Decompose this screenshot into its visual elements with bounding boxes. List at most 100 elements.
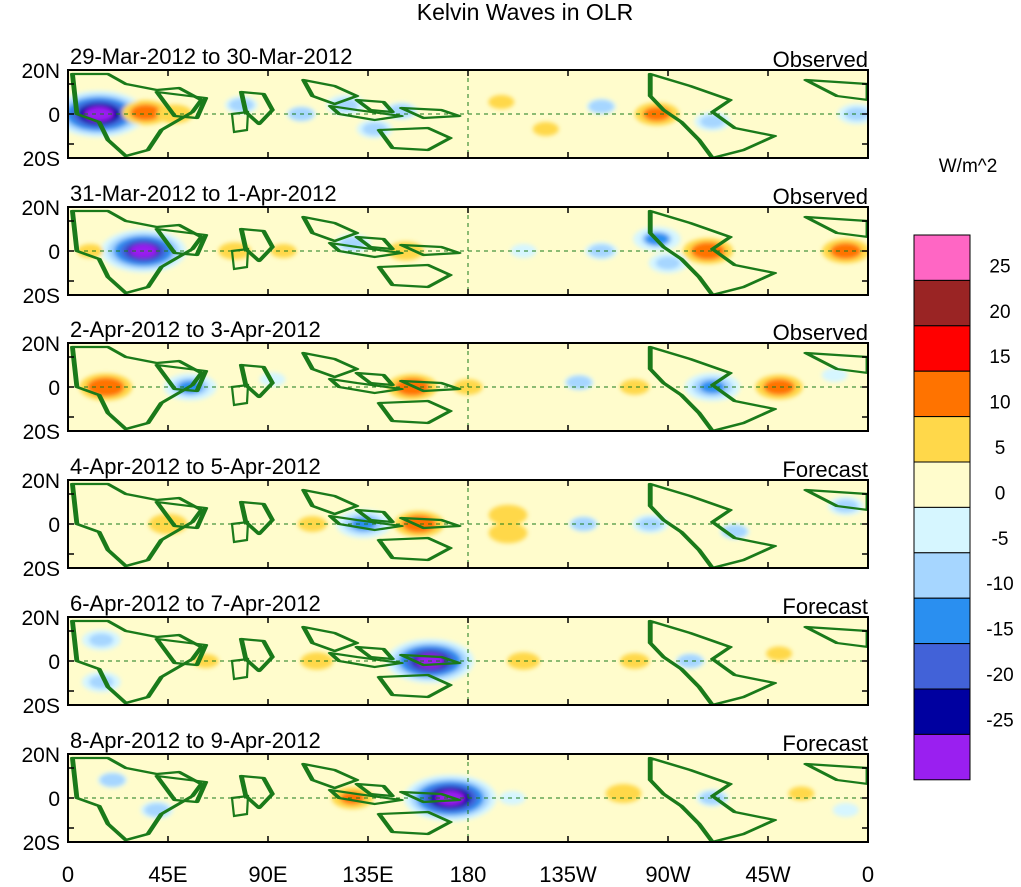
- panel-status-label: Observed: [773, 320, 868, 345]
- anomaly-blob-4-level-2: [270, 244, 297, 258]
- colorbar-swatch: [913, 325, 971, 372]
- x-tick-label: 0: [62, 862, 74, 887]
- coastline-5: [327, 788, 404, 806]
- coastline-8: [376, 810, 453, 836]
- coastline-9: [647, 209, 778, 295]
- anomaly-blob-5-level-2: [499, 791, 526, 805]
- y-tick-label: 0: [48, 241, 60, 264]
- region-marker: [230, 110, 250, 134]
- anomaly-blob-8-level-2: [637, 517, 663, 531]
- coastline-6: [354, 645, 395, 661]
- coastline-4: [301, 762, 360, 790]
- coastline-1: [70, 72, 204, 158]
- anomaly-blob-8-level-2: [788, 786, 815, 801]
- coastline-2: [154, 500, 209, 530]
- panel-status-label: Observed: [773, 184, 868, 209]
- panel-3: 2-Apr-2012 to 3-Apr-2012 Observed 20N 0 20S: [21, 317, 869, 444]
- panel-period-label: 29-Mar-2012 to 30-Mar-2012: [70, 44, 352, 69]
- x-tick-label: 135W: [539, 862, 597, 887]
- panel-status-label: Observed: [773, 47, 868, 72]
- region-marker: [230, 520, 250, 544]
- y-tick-label: 0: [48, 651, 60, 674]
- coastline-7: [398, 243, 462, 257]
- coastline-3: [238, 90, 275, 126]
- coastline-6: [354, 782, 395, 798]
- coastline-5: [327, 514, 404, 532]
- coastline-1: [70, 619, 204, 705]
- region-marker: [230, 383, 250, 407]
- coastline-5: [327, 377, 404, 395]
- x-tick-label: 90E: [248, 862, 287, 887]
- region-marker: [230, 657, 250, 681]
- coastlines: [70, 482, 868, 568]
- coastline-8: [376, 263, 453, 289]
- colorbar-swatch: [913, 370, 971, 418]
- panel-4: 4-Apr-2012 to 5-Apr-2012 Forecast 20N 0 20S: [21, 454, 869, 581]
- anomaly-blob-1-level-2: [89, 633, 114, 647]
- y-tick-label: 20S: [23, 285, 60, 308]
- coastline-4: [301, 625, 360, 653]
- coastlines: [70, 209, 868, 295]
- anomaly-blob-1-level-6: [84, 106, 114, 122]
- coastline-4: [301, 215, 360, 243]
- anomaly-blob-2-level-3: [133, 106, 159, 119]
- coastline-7: [398, 106, 462, 120]
- y-tick-label: 20S: [23, 421, 60, 444]
- y-tick-label: 20S: [23, 832, 60, 855]
- colorbar-tick-label: -5: [992, 529, 1009, 550]
- coastline-7: [398, 379, 462, 393]
- colorbar-tick-label: 25: [989, 256, 1010, 277]
- y-tick-label: 20N: [21, 744, 60, 767]
- colorbar-tick-label: 15: [989, 347, 1010, 368]
- anomaly-blob-8-level-2: [677, 654, 703, 668]
- colorbar-units-label: W/m^2: [939, 156, 998, 177]
- coastline-1: [70, 756, 204, 842]
- anomaly-blob-9-level-2: [832, 803, 859, 817]
- coastline-10: [803, 215, 868, 239]
- y-tick-label: 20S: [23, 558, 60, 581]
- colorbar-swatch: [913, 416, 971, 463]
- colorbar-swatch: [913, 506, 971, 554]
- region-marker: [230, 247, 250, 271]
- colorbar-tick-label: -10: [986, 574, 1013, 595]
- coastline-2: [154, 227, 209, 257]
- coastline-2: [154, 774, 209, 804]
- coastline-3: [238, 363, 275, 399]
- coastline-6: [354, 235, 395, 251]
- panel-status-label: Forecast: [782, 457, 868, 482]
- coastline-5: [327, 104, 404, 122]
- coastline-2: [154, 637, 209, 667]
- y-tick-label: 0: [48, 377, 60, 400]
- anomaly-blob-15-level-2: [844, 107, 868, 121]
- colorbar-swatch: [913, 733, 971, 781]
- anomaly-blob-1-level-3: [93, 380, 119, 394]
- coastline-8: [376, 126, 453, 152]
- anomaly-blob-8-level-2: [588, 244, 614, 258]
- panel-1: 29-Mar-2012 to 30-Mar-2012 Observed 20N 0 20…: [21, 44, 869, 171]
- colorbar-tick-label: 0: [995, 483, 1006, 504]
- anomaly-blob-9-level-3: [766, 380, 792, 394]
- anomaly-blob-6-level-2: [566, 375, 592, 390]
- coastlines: [70, 345, 868, 431]
- panel-period-label: 6-Apr-2012 to 7-Apr-2012: [70, 591, 321, 616]
- x-tick-label: 45E: [148, 862, 187, 887]
- y-tick-label: 20S: [23, 148, 60, 171]
- colorbar: 25 20 15 10 5 0 -5 -10 -15 -20 -25: [913, 234, 1014, 781]
- anomaly-blob-1-level-2: [99, 773, 126, 787]
- panels-group: 29-Mar-2012 to 30-Mar-2012 Observed 20N 0 20…: [21, 44, 869, 855]
- coastline-8: [376, 399, 453, 425]
- coastline-3: [238, 227, 275, 263]
- y-tick-label: 20N: [21, 60, 60, 83]
- anomaly-blob-6-level-2: [495, 526, 521, 540]
- coastline-1: [70, 482, 204, 568]
- y-tick-label: 20N: [21, 470, 60, 493]
- anomaly-field: [68, 90, 868, 139]
- panel-status-label: Forecast: [782, 731, 868, 756]
- coastline-10: [803, 762, 868, 786]
- coastline-6: [354, 98, 395, 114]
- coastline-3: [238, 774, 275, 810]
- anomaly-blob-9-level-2: [488, 95, 515, 109]
- coastline-1: [70, 209, 204, 295]
- y-tick-label: 0: [48, 104, 60, 127]
